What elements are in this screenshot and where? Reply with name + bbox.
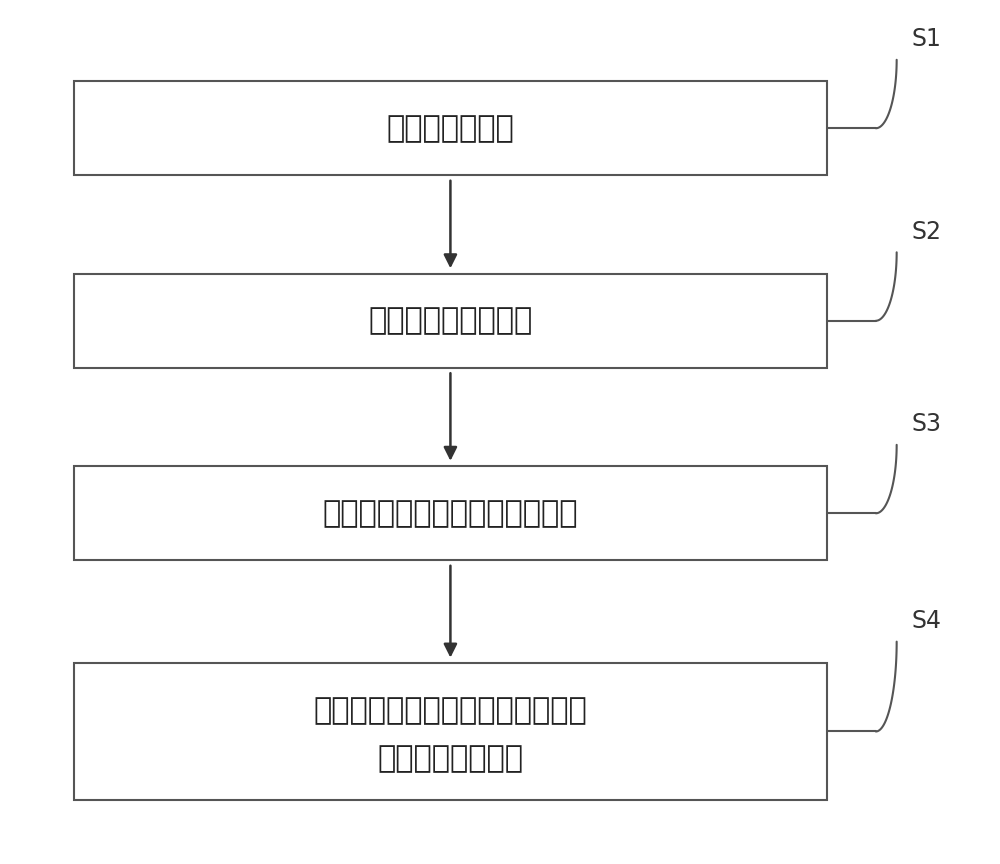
Text: 对数据进行初步处理: 对数据进行初步处理 <box>368 306 533 335</box>
Text: S3: S3 <box>912 412 942 436</box>
Text: 获取原始数据集: 获取原始数据集 <box>387 114 514 143</box>
Bar <box>74 81 827 175</box>
Text: 得到异常行驶轨迹: 得到异常行驶轨迹 <box>377 745 523 773</box>
Text: S2: S2 <box>912 219 942 244</box>
Text: 检测司机原始数据中的异常轨迹，: 检测司机原始数据中的异常轨迹， <box>314 696 587 726</box>
Text: S1: S1 <box>912 28 941 51</box>
Bar <box>74 467 827 561</box>
Bar <box>74 663 827 800</box>
Text: 训练生成异常行驶轨迹检测模型: 训练生成异常行驶轨迹检测模型 <box>323 499 578 528</box>
Text: S4: S4 <box>912 609 942 633</box>
Bar <box>74 274 827 368</box>
